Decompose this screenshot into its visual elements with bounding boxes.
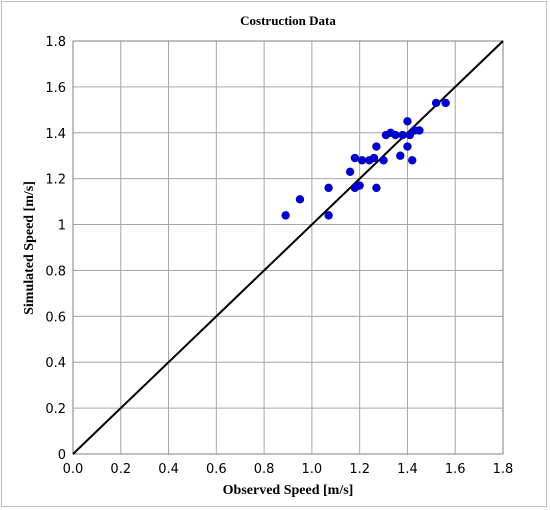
data-point	[441, 98, 450, 108]
data-point	[408, 156, 417, 165]
data-point	[357, 156, 367, 165]
x-tick-label: 1.8	[493, 462, 514, 477]
data-point	[372, 183, 381, 193]
x-tick-label: 1.4	[397, 462, 418, 477]
data-point	[324, 211, 333, 220]
x-axis-ticks: 0.0 0.2 0.4 0.6 0.8 1.0 1.2 1.4 1.6 1.8	[63, 462, 514, 477]
x-tick-label: 0.4	[158, 462, 179, 477]
x-tick-label: 1.0	[302, 462, 323, 477]
reference-line	[72, 40, 504, 455]
y-axis-ticks: 0 0.2 0.4 0.6 0.8 1 1.2 1.4 1.6 1.8	[45, 35, 66, 463]
data-point	[324, 183, 333, 193]
data-point	[391, 130, 400, 140]
y-tick-label: 1	[58, 219, 66, 234]
data-point	[431, 98, 441, 108]
data-point	[396, 151, 405, 160]
data-point	[372, 142, 381, 151]
reference-line-group	[72, 40, 504, 455]
y-tick-label: 1.6	[45, 81, 66, 96]
data-point	[345, 167, 355, 176]
data-point	[281, 211, 290, 220]
y-tick-label: 1.8	[45, 35, 66, 50]
grid	[72, 40, 504, 455]
x-tick-label: 0.0	[63, 462, 84, 477]
y-tick-label: 1.4	[45, 127, 66, 142]
y-axis-label: Simulated Speed [m/s]	[22, 181, 37, 315]
x-tick-label: 0.2	[110, 462, 131, 477]
data-point	[379, 156, 388, 165]
x-tick-label: 1.6	[445, 462, 466, 477]
data-point	[398, 130, 407, 140]
x-tick-label: 0.6	[206, 462, 227, 477]
y-tick-label: 1.2	[45, 173, 66, 188]
x-axis-label: Observed Speed [m/s]	[223, 483, 354, 498]
data-point	[415, 126, 424, 135]
y-tick-label: 0.8	[45, 264, 66, 279]
y-tick-label: 0.4	[45, 356, 66, 371]
data-point	[355, 181, 364, 190]
y-tick-label: 0.6	[45, 310, 66, 325]
data-point	[369, 153, 379, 163]
x-tick-label: 1.2	[349, 462, 370, 477]
plot-area-border	[72, 40, 504, 455]
chart-title: Costruction Data	[240, 13, 336, 28]
x-tick-label: 0.8	[254, 462, 275, 477]
data-point	[403, 142, 412, 151]
data-point	[403, 117, 412, 126]
data-points	[281, 98, 450, 220]
y-tick-label: 0.2	[45, 402, 66, 417]
data-point	[295, 195, 305, 204]
data-point	[350, 153, 360, 163]
y-tick-label: 0	[58, 448, 66, 463]
